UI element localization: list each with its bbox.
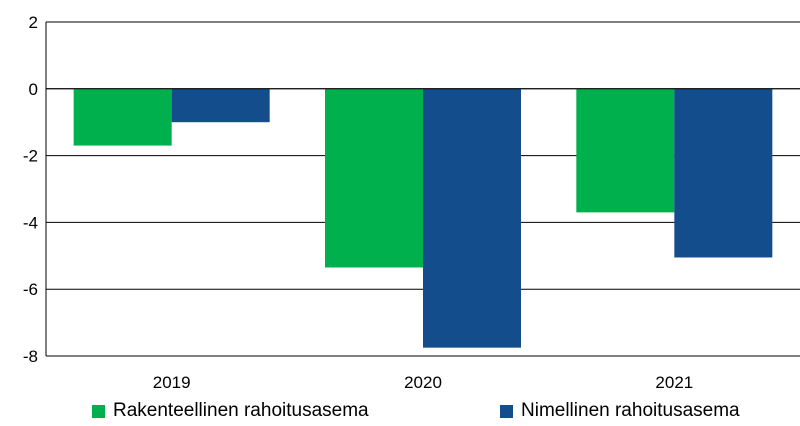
legend-swatch-structural xyxy=(92,404,105,418)
y-tick-label: 0 xyxy=(29,80,38,99)
x-tick-label: 2020 xyxy=(404,373,442,392)
bar-2019-nominal xyxy=(171,88,270,123)
legend-item-structural: Rakenteellinen rahoitusasema xyxy=(92,400,369,422)
legend-swatch-nominal xyxy=(500,404,513,418)
y-tick-label: -8 xyxy=(23,347,38,366)
legend-label-nominal: Nimellinen rahoitusasema xyxy=(521,400,740,421)
bar-2019-structural xyxy=(73,88,172,146)
bar-2020-structural xyxy=(325,88,423,268)
y-tick-label: -6 xyxy=(23,280,38,299)
bar-2020-nominal xyxy=(423,88,521,348)
bar-chart: 2 0 -2 -4 -6 -8 2019 2020 2021 xyxy=(23,13,800,392)
x-tick-label: 2019 xyxy=(153,373,191,392)
x-tick-label: 2021 xyxy=(655,373,693,392)
legend-item-nominal: Nimellinen rahoitusasema xyxy=(500,400,740,422)
y-tick-label: 2 xyxy=(29,13,38,32)
y-axis-ticks: 2 0 -2 -4 -6 -8 xyxy=(23,13,38,366)
bar-2021-nominal xyxy=(674,88,773,258)
bar-2021-structural xyxy=(576,88,675,213)
legend-label-structural: Rakenteellinen rahoitusasema xyxy=(113,400,369,421)
y-tick-label: -2 xyxy=(23,147,38,166)
x-axis-ticks: 2019 2020 2021 xyxy=(153,373,693,392)
bars xyxy=(46,88,800,348)
y-tick-label: -4 xyxy=(23,213,38,232)
legend: Rakenteellinen rahoitusasema Nimellinen … xyxy=(0,400,800,426)
